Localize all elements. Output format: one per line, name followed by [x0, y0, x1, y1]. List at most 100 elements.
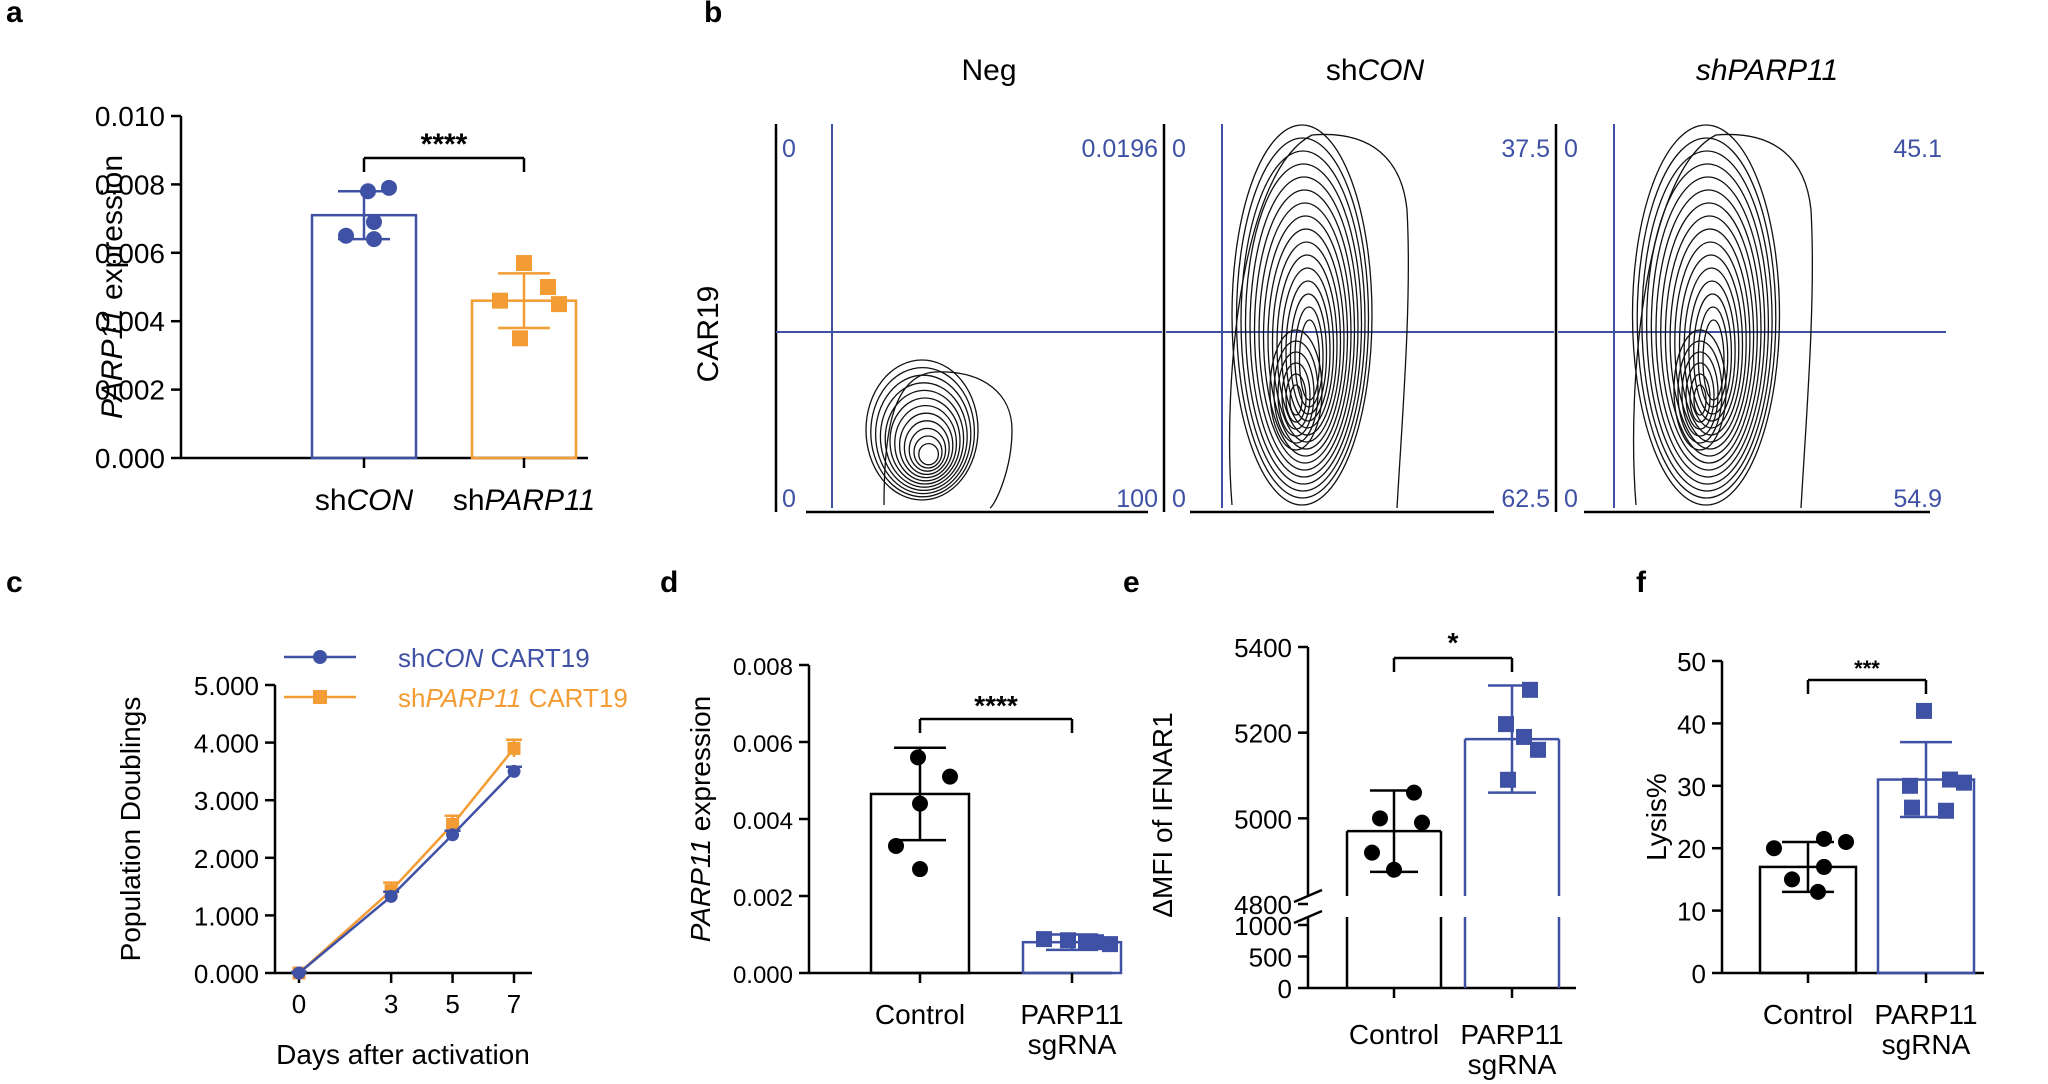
y-tick-label: 0: [1278, 974, 1292, 1004]
label-part: CART19: [521, 683, 627, 713]
category-label: PARP11: [1874, 999, 1977, 1030]
quadrant-value: 45.1: [1893, 135, 1942, 163]
contour: [1681, 351, 1719, 437]
contour: [1673, 329, 1727, 451]
data-point: [1810, 883, 1826, 900]
data-point: [540, 279, 556, 295]
y-tick-label: 4.000: [194, 729, 259, 759]
contour: [1280, 267, 1335, 429]
y-tick-label: 0.008: [95, 169, 165, 200]
data-point: [888, 837, 904, 854]
data-point: [1522, 681, 1538, 698]
contour: [1655, 189, 1762, 471]
contour: [1276, 254, 1338, 436]
contour: [889, 397, 961, 485]
contour: [1688, 280, 1736, 422]
data-point: [1816, 858, 1832, 875]
y-tick-label: 0: [1692, 959, 1706, 989]
label-part: sh: [315, 484, 347, 517]
data-point: [1902, 777, 1918, 794]
data-point: [912, 795, 928, 812]
quadrant-value: 0: [1564, 135, 1578, 163]
y-tick-label: 0.000: [95, 443, 165, 474]
contour: [1273, 340, 1319, 444]
data-point: [1904, 799, 1920, 816]
contour: [865, 359, 979, 501]
y-tick-label: 5.000: [194, 671, 259, 701]
label-part: expression: [96, 155, 129, 308]
contour: [1650, 176, 1766, 478]
contour: [1678, 254, 1744, 436]
panel-label-f: f: [1636, 566, 1647, 599]
data-point: [507, 741, 521, 755]
contour: [1277, 351, 1315, 437]
category-label: Control: [1349, 1019, 1439, 1050]
contour: [1683, 267, 1740, 429]
contour: [1281, 362, 1311, 430]
data-point: [338, 227, 354, 244]
y-axis-title: PARP11 expression: [685, 696, 716, 942]
data-point: [912, 861, 928, 878]
contour-lines: [1631, 124, 1813, 509]
label-part: PARP11: [425, 683, 521, 713]
y-axis-title: Population Doublings: [115, 697, 146, 962]
contour: [913, 435, 943, 469]
y-tick-label: 0.006: [733, 731, 793, 758]
label-part: PARP11: [685, 839, 716, 942]
data-point: [1102, 936, 1118, 953]
data-point: [381, 179, 397, 196]
data-point: [1498, 716, 1514, 733]
contour: [1685, 362, 1715, 430]
contour: [1228, 133, 1409, 509]
plot-title: shPARP11: [1696, 54, 1838, 87]
panel-label-e: e: [1123, 566, 1140, 599]
y-tick-label: 10: [1677, 897, 1706, 927]
contour: [1244, 163, 1363, 485]
x-tick-label: 7: [507, 989, 521, 1019]
contour: [1285, 280, 1331, 422]
data-point: [516, 255, 532, 272]
significance-label: ****: [421, 128, 468, 161]
contour: [1677, 340, 1723, 444]
y-tick-label: 0.000: [194, 959, 259, 989]
quadrant-value: 37.5: [1501, 135, 1550, 163]
contour: [1660, 202, 1758, 464]
contour: [903, 420, 950, 476]
contour: [1693, 384, 1707, 416]
x-tick-label: 3: [384, 989, 398, 1019]
data-point: [1088, 934, 1104, 951]
contour: [1258, 202, 1352, 464]
y-tick-label: 1.000: [194, 901, 259, 931]
y-tick-label: 500: [1249, 943, 1292, 973]
y-tick-label: 0.002: [95, 375, 165, 406]
contour: [883, 371, 1013, 509]
category-label: sgRNA: [1882, 1029, 1971, 1060]
contour: [1262, 215, 1349, 457]
y-tick-label: 20: [1677, 834, 1706, 864]
quadrant-value: 0: [782, 135, 796, 163]
data-point: [292, 966, 306, 980]
category-label: Control: [1763, 999, 1853, 1030]
data-point: [1406, 784, 1422, 801]
data-point: [1816, 830, 1832, 847]
contour-plot-1: shCON 0 37.5 0 62.5: [1166, 54, 1554, 514]
y-tick-label: 40: [1677, 709, 1706, 739]
series-line: [298, 747, 515, 974]
category-label: PARP11: [1020, 999, 1123, 1030]
contour: [1669, 228, 1751, 450]
data-point: [1060, 932, 1076, 949]
category-label: PARP11: [1460, 1019, 1563, 1050]
contour: [918, 442, 940, 466]
legend-marker: [313, 690, 327, 704]
plot-title: Neg: [961, 54, 1016, 87]
contour: [1645, 163, 1770, 485]
data-point: [942, 768, 958, 785]
legend-label: shPARP11 CART19: [398, 683, 628, 713]
y-tick-label: 0.008: [733, 654, 793, 681]
y-axis-title: ΔMFI of IFNAR1: [1147, 712, 1178, 917]
data-point: [1414, 814, 1430, 831]
category-label: shPARP11: [453, 484, 595, 517]
contour: [894, 404, 958, 482]
